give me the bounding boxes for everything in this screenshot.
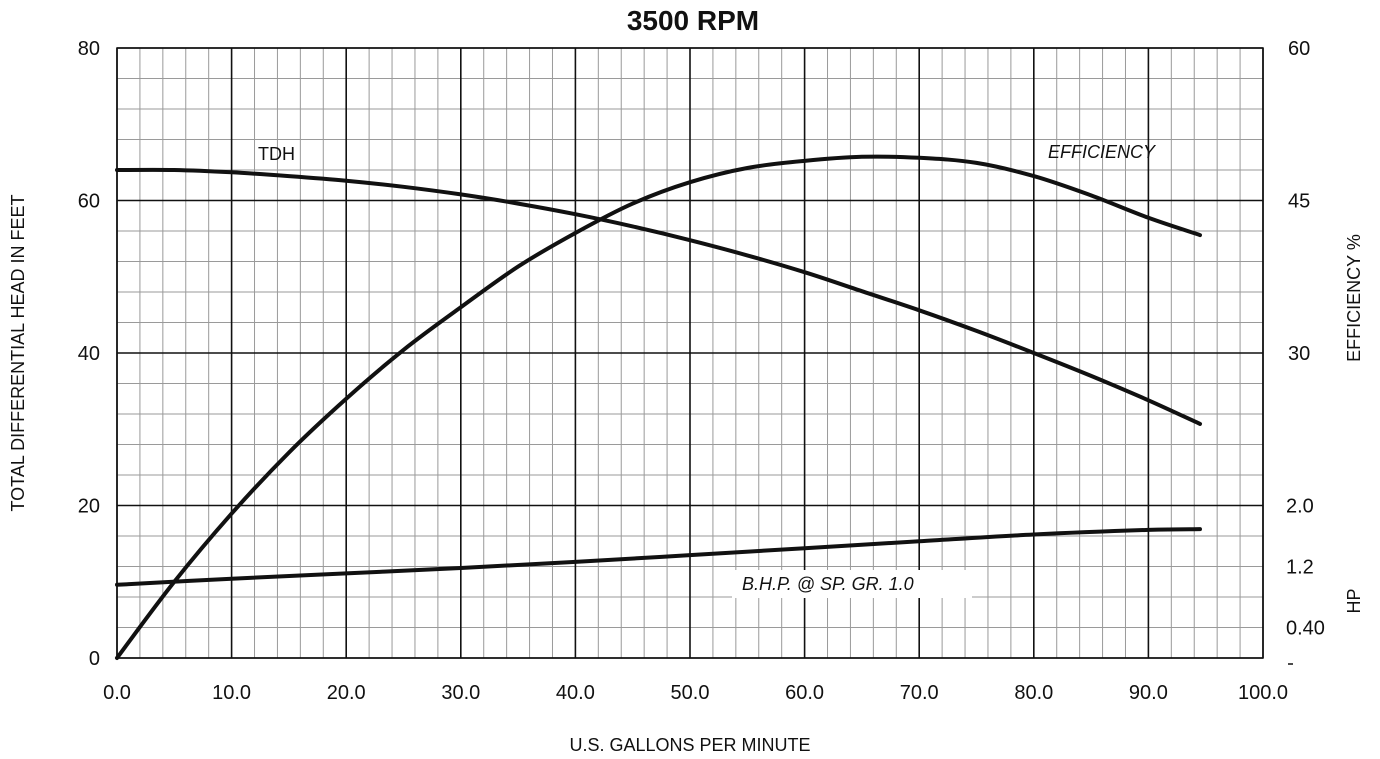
x-tick-label: 40.0: [556, 682, 595, 704]
chart-title: 3500 RPM: [627, 5, 759, 36]
x-tick-label: 10.0: [212, 682, 251, 704]
left-y-tick-label: 80: [78, 38, 100, 60]
bhp-curve: [115, 527, 1202, 587]
efficiency-curve-label: EFFICIENCY: [1048, 142, 1157, 162]
hp-tick-label: 1.2: [1286, 557, 1314, 579]
left-y-tick-label: 40: [78, 343, 100, 365]
x-axis-ticks: 0.0 10.0 20.0 30.0 40.0 50.0 60.0 70.0 80.0 90.0 1…: [103, 682, 1288, 704]
efficiency-curve: [115, 154, 1202, 660]
x-tick-label: 30.0: [441, 682, 480, 704]
left-y-tick-label: 20: [78, 496, 100, 518]
x-tick-label: 100.0: [1238, 682, 1288, 704]
left-y-tick-label: 60: [78, 191, 100, 213]
left-y-axis-label: TOTAL DIFFERENTIAL HEAD IN FEET: [8, 194, 28, 511]
x-tick-label: 50.0: [671, 682, 710, 704]
hp-axis-ticks: 0.40 1.2 2.0: [1286, 496, 1325, 665]
hp-tick-label: 0.40: [1286, 618, 1325, 640]
bhp-curve-label: B.H.P. @ SP. GR. 1.0: [742, 574, 914, 594]
efficiency-axis-ticks: 30 45 60: [1288, 38, 1310, 365]
x-axis-label: U.S. GALLONS PER MINUTE: [569, 735, 810, 755]
x-tick-label: 70.0: [900, 682, 939, 704]
left-y-axis-ticks: 0 20 40 60 80: [78, 38, 100, 670]
x-tick-label: 60.0: [785, 682, 824, 704]
tdh-curve: [115, 167, 1202, 426]
tdh-curve-label: TDH: [258, 144, 295, 164]
efficiency-axis-label: EFFICIENCY %: [1344, 234, 1364, 362]
hp-axis-label: HP: [1344, 588, 1364, 613]
x-tick-label: 0.0: [103, 682, 131, 704]
efficiency-tick-label: 45: [1288, 191, 1310, 213]
left-y-tick-label: 0: [89, 648, 100, 670]
efficiency-tick-label: 60: [1288, 38, 1310, 60]
hp-tick-label: 2.0: [1286, 496, 1314, 518]
series-lines: [115, 154, 1202, 660]
x-tick-label: 20.0: [327, 682, 366, 704]
plot-frame: [116, 47, 1264, 659]
efficiency-tick-label: 30: [1288, 343, 1310, 365]
bhp-label-background: [732, 570, 972, 598]
x-tick-label: 90.0: [1129, 682, 1168, 704]
x-tick-label: 80.0: [1014, 682, 1053, 704]
